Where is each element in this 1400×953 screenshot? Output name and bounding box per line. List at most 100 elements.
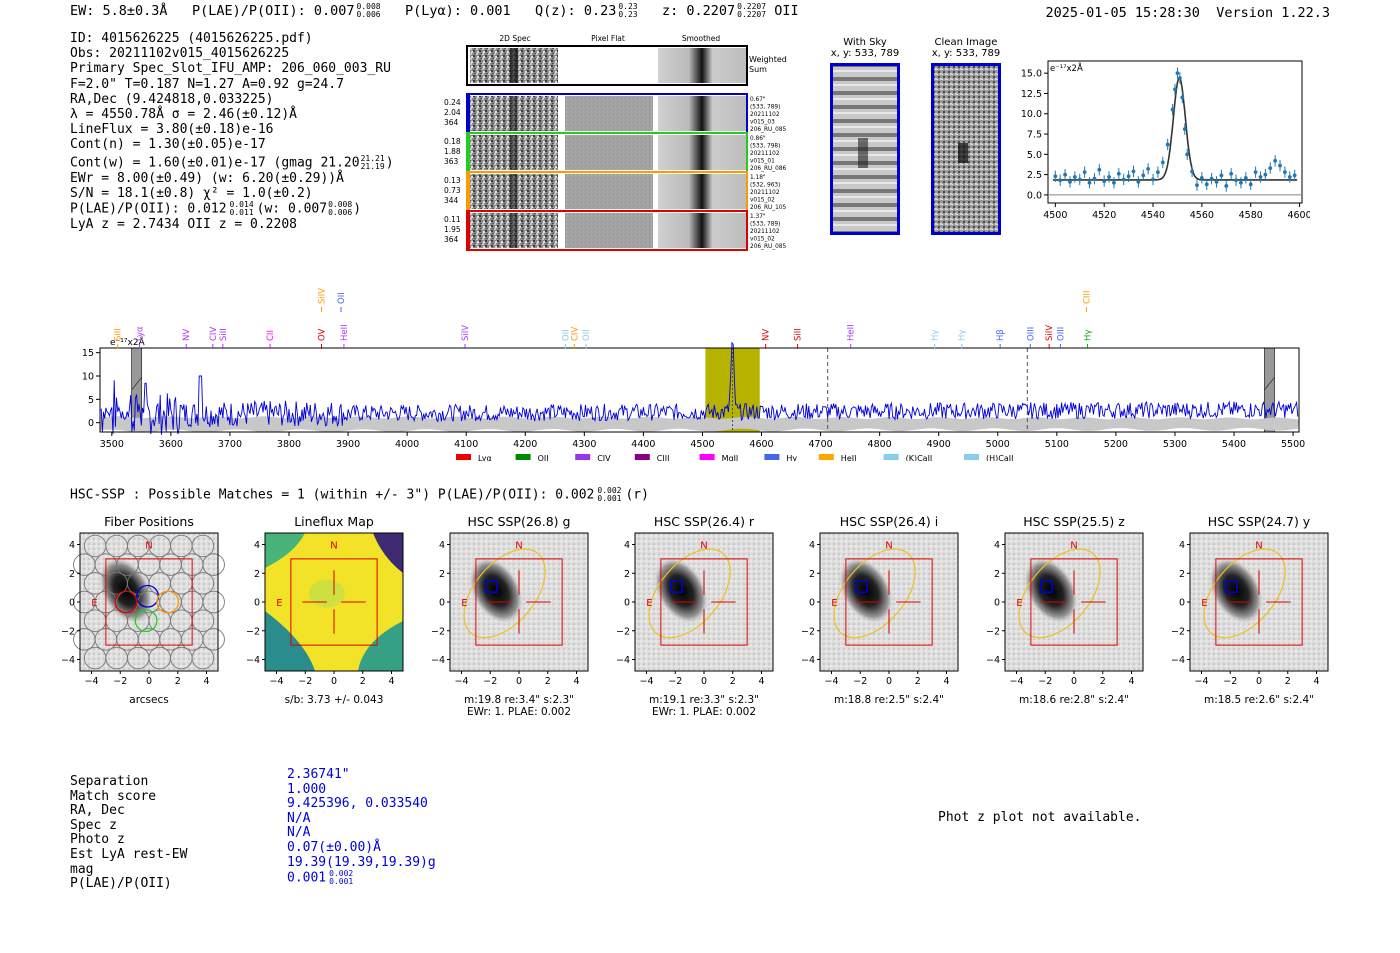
stamp-row-right-value: 0.86": [750, 136, 766, 142]
spectrum-plot-frame: [99, 347, 1300, 433]
stamp-row-right-value: (533, 798): [750, 144, 780, 150]
spectrum-line-label: OV: [317, 328, 327, 341]
lineflux-mid-region: [308, 579, 345, 608]
spectrum-x-tick-label: 5000: [986, 439, 1010, 450]
fit-data-point: [1190, 169, 1194, 174]
cutout-x-tick-label: 0: [516, 676, 522, 687]
fit-data-point: [1287, 175, 1292, 179]
fiber-circle: [202, 590, 225, 614]
header-plya: P(Lyα): 0.001: [404, 3, 511, 19]
cutout-x-tick-label: 2: [730, 676, 736, 687]
fit-data-point: [1248, 182, 1253, 187]
stamp-row-right-value: 20211102: [750, 229, 780, 235]
search-box: [290, 558, 378, 646]
spectrum-legend-swatch: [699, 454, 715, 460]
info-plae: P(LAE)/P(OII): 0.012 0.014 0.011 (w: 0.0070…: [70, 200, 362, 218]
spectrum-legend-label: OII: [538, 454, 549, 461]
match-value-limits: 0.002 0.001: [329, 869, 354, 887]
fiber-highlight: [114, 590, 138, 614]
spectrum-line-label: SiIV: [317, 288, 327, 304]
compass-north: N: [1255, 541, 1262, 552]
match-value: 0.001 0.002 0.001: [287, 869, 354, 887]
spectrum-line-label: OII: [337, 292, 347, 304]
spectrum-legend-label: Lyα: [478, 454, 492, 461]
cutout-title: HSC SSP(26.8) g: [467, 514, 571, 529]
cutout-y-tick-label: −2: [1171, 626, 1185, 637]
spectrum-legend-label: MgII: [722, 454, 739, 461]
cutout-y-tick-label: 2: [994, 569, 1000, 580]
spectrum-x-tick-label: 3500: [100, 439, 124, 450]
spectrum-legend-swatch: [515, 454, 531, 460]
fit-data-point: [1102, 179, 1107, 183]
search-box: [1215, 558, 1303, 646]
match-value: 19.39(19.39,19.39)g: [287, 854, 436, 870]
fit-x-tick-label: 4500: [1043, 210, 1067, 221]
header-z-sup: 0.2207: [737, 2, 767, 11]
spectrum-line-label: SiIV: [461, 325, 471, 341]
spectrum-line-label: SiII: [219, 328, 229, 341]
compass-north: N: [700, 541, 707, 552]
fit-data-point: [1107, 175, 1111, 179]
with-sky-image: [830, 63, 900, 235]
cutout-image-hsc: N E −4 −4 −2 −2 0 0 2 2 4 4: [431, 532, 589, 687]
cutout-caption-line: m:18.6 re:2.8" s:2.4": [1019, 694, 1129, 706]
spectrum-line-label: Lyα: [136, 326, 146, 341]
stamp-row-right-value: v015_02: [750, 237, 775, 243]
compass-east: E: [276, 598, 282, 609]
counterpart-marker: [1225, 580, 1238, 593]
cutout-x-tick-label: 4: [943, 676, 949, 687]
spectrum-x-tick-label: 4500: [690, 439, 714, 450]
fit-data-point: [1214, 180, 1219, 184]
cutout-x-tick-label: 4: [758, 676, 764, 687]
stamp-row-right-value: (533, 789): [750, 222, 780, 228]
cutout-y-tick-label: 2: [254, 569, 260, 580]
cutout-y-tick-label: 2: [624, 569, 630, 580]
cutout-caption-line: m:18.8 re:2.5" s:2.4": [834, 694, 944, 706]
spectrum-line-label: NV: [762, 329, 772, 341]
cutout-x-tick-label: −2: [1223, 676, 1237, 687]
fit-data-point: [1199, 175, 1204, 180]
clean-image-label: Clean Image x, y: 533, 789: [931, 37, 1001, 59]
weighted-sum-row: Weighted Sum: [466, 45, 787, 86]
cutout-title: HSC SSP(26.4) i: [839, 514, 939, 529]
spectrum-line-label: SiIV: [1045, 325, 1055, 341]
cutout-y-tick-label: 0: [439, 598, 445, 609]
fit-data-point: [1263, 172, 1268, 177]
stamp-row-right-value: 1.18": [750, 175, 766, 181]
spectrum-legend-label: (H)CaII: [986, 454, 1013, 461]
compass-east: E: [461, 598, 467, 609]
aperture-ellipse: [1018, 548, 1101, 639]
fit-data-point: [1146, 167, 1151, 171]
spectrum-y-tick-label: 10: [82, 372, 94, 383]
line-fit-chart: 4500 4520 4540 4560 4580 4600 0.0 2.5 5.0 7.5 10.0…: [1021, 60, 1310, 221]
match-labels: Separation Match score RA, Dec Spec z Photo …: [70, 774, 187, 892]
fit-data-point: [1224, 184, 1229, 188]
info-radec: RA,Dec (9.424818,0.033225): [70, 91, 274, 107]
cutout-y-tick-label: 0: [1179, 598, 1185, 609]
fit-data-point: [1182, 127, 1187, 132]
counterpart-marker: [670, 580, 683, 593]
info-fiber: F=2.0" T=0.187 N=1.27 A=0.92 g=24.7: [70, 76, 344, 92]
spectrum-line-label: SiII: [794, 328, 804, 341]
spectrum-x-tick-label: 4400: [631, 439, 655, 450]
spectrum-x-tick-label: 4600: [749, 439, 773, 450]
info-lineflux: LineFlux = 3.80(±0.18)e-16: [70, 122, 274, 138]
cutout-x-tick-label: 2: [175, 676, 181, 687]
cutout-y-tick-label: 2: [1179, 569, 1185, 580]
fit-data-point: [1116, 171, 1121, 176]
stamp-row-left-value: 0.73: [444, 186, 461, 195]
info-lyaz: LyA z = 2.7434 OII z = 0.2208: [70, 217, 297, 233]
match-value: 9.425396, 0.033540: [287, 796, 428, 812]
cutout-x-tick-label: −2: [113, 676, 127, 687]
cutout-y-tick-label: −2: [246, 626, 260, 637]
spectrum-line-label: NV: [182, 329, 192, 341]
header-version: Version 1.22.3: [1216, 5, 1330, 21]
fit-data-point: [1156, 170, 1160, 175]
spectrum-x-tick-label: 5100: [1045, 439, 1069, 450]
cutout-y-tick-label: −4: [616, 655, 630, 666]
header-z: z: 0.2207: [661, 3, 736, 19]
fit-x-tick-label: 4520: [1092, 210, 1116, 221]
fit-data-point: [1219, 173, 1224, 178]
stamp-row-left-value: 2.04: [444, 108, 461, 117]
